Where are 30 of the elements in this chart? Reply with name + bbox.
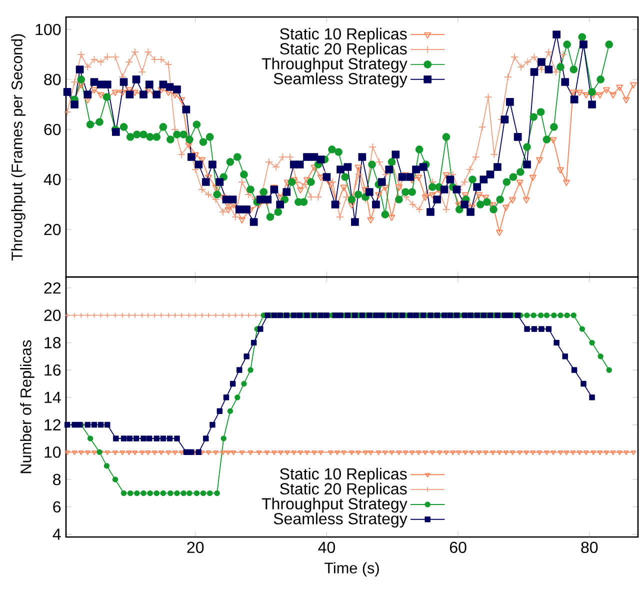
y-axis-title: Number of Replicas (20, 340, 34, 474)
x-tick-label: 80 (581, 542, 598, 554)
y-tick-label: 60 (44, 124, 61, 136)
legend-label: Seamless Strategy (274, 72, 408, 88)
legend-label: Throughput Strategy (262, 58, 408, 73)
y-tick-label: 12 (44, 419, 60, 430)
y-tick-label: 40 (44, 174, 61, 186)
legend-label: Throughput Strategy (262, 498, 408, 513)
x-tick-label: 20 (187, 542, 204, 554)
legend-label: Static 10 Replicas (280, 468, 407, 483)
y-tick-label: 20 (44, 224, 61, 236)
y-tick-label: 20 (44, 310, 61, 321)
legend-label: Static 10 Replicas (280, 28, 407, 43)
y-tick-label: 10 (44, 446, 61, 458)
legend-label: Static 20 Replicas (280, 482, 407, 498)
y-tick-label: 16 (44, 364, 61, 376)
y-axis-title: Throughput (Frames per Second) (11, 34, 26, 260)
x-tick-label: 40 (318, 542, 335, 554)
legend-label: Seamless Strategy (274, 512, 408, 528)
y-tick-label: 18 (44, 337, 61, 348)
x-tick-label: 60 (450, 542, 466, 554)
y-tick-label: 6 (53, 501, 61, 513)
legend-label: Static 20 Replicas (280, 42, 407, 58)
y-tick-label: 100 (36, 24, 61, 36)
y-tick-label: 22 (44, 282, 60, 294)
y-tick-label: 14 (44, 392, 61, 403)
y-tick-label: 4 (52, 528, 61, 540)
y-tick-label: 80 (44, 74, 61, 86)
y-tick-label: 8 (53, 474, 61, 486)
x-axis-title: Time (s) (324, 562, 379, 576)
